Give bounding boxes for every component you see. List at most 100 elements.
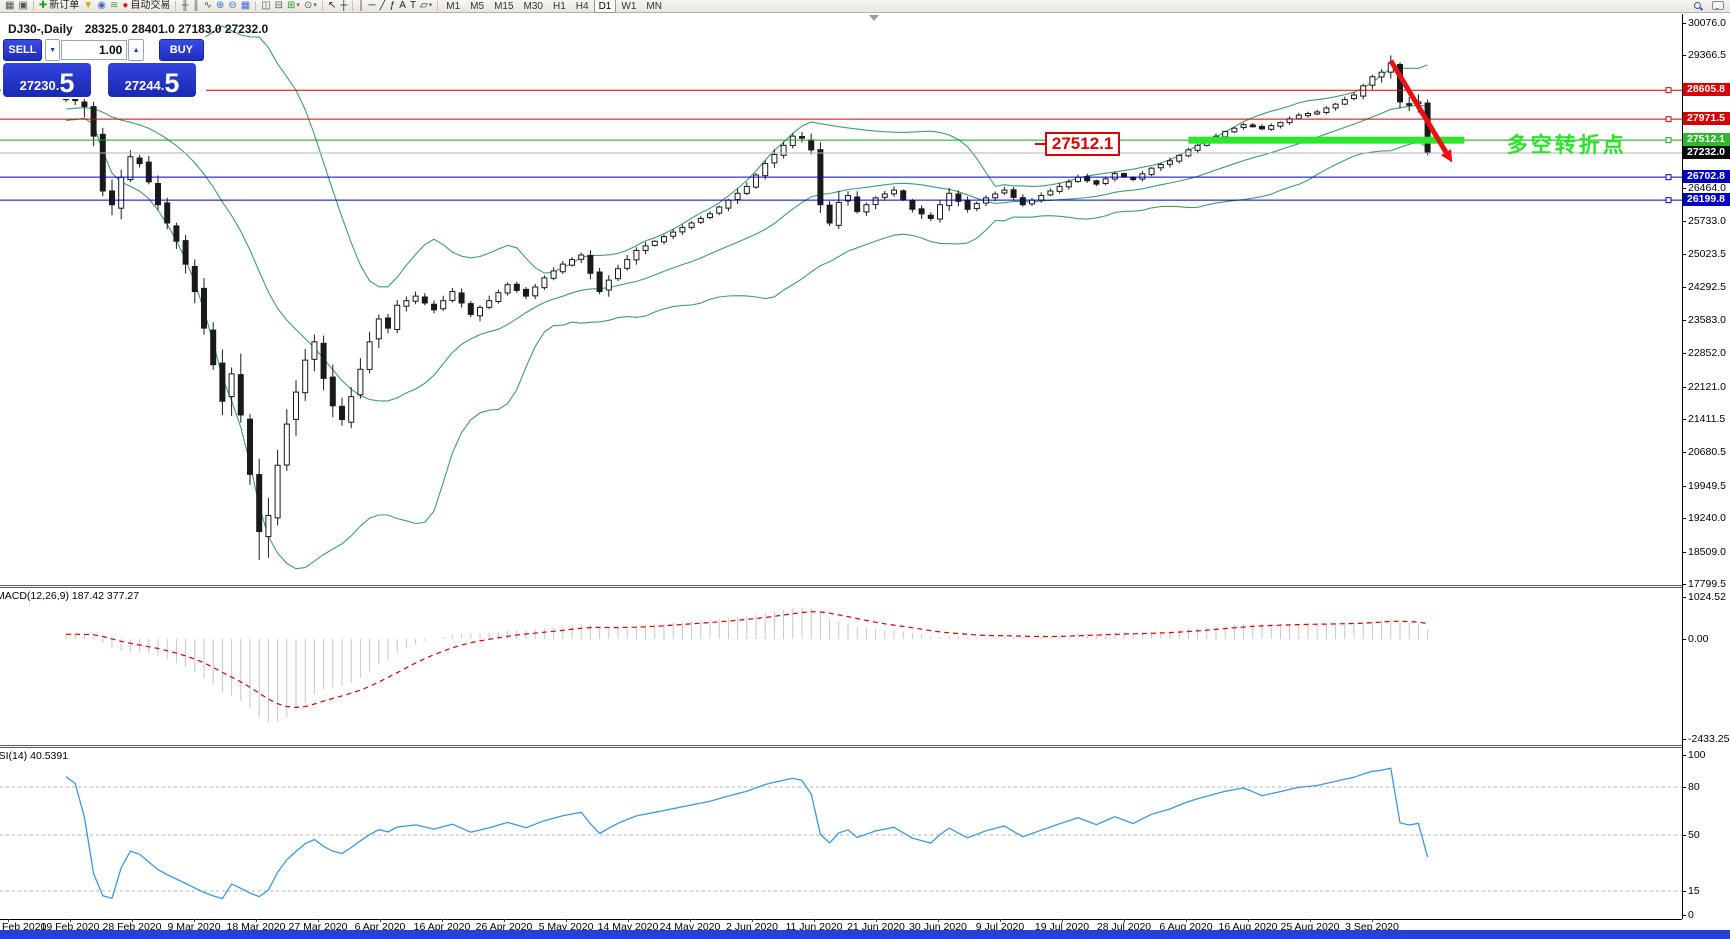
zoom-in-icon[interactable]: ⊕ <box>214 0 226 12</box>
rsi-panel-canvas[interactable] <box>0 748 1730 919</box>
price-tick-mark <box>1682 386 1686 388</box>
timeframe-mn[interactable]: MN <box>646 0 662 12</box>
buy-button[interactable]: BUY <box>158 39 204 61</box>
timeframe-m5[interactable]: M5 <box>470 0 485 12</box>
price-tick: 22121.0 <box>1688 380 1726 393</box>
date-tick-mark <box>1124 919 1125 922</box>
volume-input[interactable] <box>61 40 128 60</box>
date-tick-mark <box>1062 919 1063 922</box>
cascade-windows-icon[interactable]: ◫ <box>259 0 272 12</box>
macd-tick-mark <box>1682 597 1686 598</box>
price-tick: 17799.5 <box>1688 578 1726 591</box>
price-badge: 27232.0 <box>1683 145 1730 159</box>
zoom-out-icon[interactable]: ⊖ <box>226 0 238 12</box>
price-tick-mark <box>1682 353 1686 355</box>
clock-icon[interactable]: ⊙ ▾ <box>302 0 319 12</box>
time-axis[interactable] <box>0 919 1682 920</box>
macd-panel-canvas[interactable] <box>0 588 1730 745</box>
date-tick-mark <box>504 919 505 922</box>
profile-icon[interactable]: ◉ <box>95 0 108 12</box>
new-order-button[interactable]: ✚ 新订单 <box>37 0 81 12</box>
timeframe-m30[interactable]: M30 <box>523 0 543 12</box>
buy-price: 27244. <box>124 78 165 93</box>
shapes-icon-dropdown[interactable]: ▾ <box>428 2 433 9</box>
volume-decrease-button[interactable]: ▼ <box>44 39 61 61</box>
volume-increase-button[interactable]: ▲ <box>128 39 144 61</box>
status-bar <box>0 930 1730 939</box>
chart-ohlc-values: 28325.0 28401.0 27183.0 27232.0 <box>84 22 269 36</box>
toolbar-separator <box>175 1 177 11</box>
timeframe-h1[interactable]: H1 <box>552 0 566 12</box>
timeframe-m1[interactable]: M1 <box>446 0 461 12</box>
cursor-icon[interactable]: ↖ <box>326 0 338 12</box>
arrange-windows-icon: ⊟ <box>274 0 284 11</box>
buy-price-pip: 5 <box>164 68 180 98</box>
main-chart-canvas[interactable] <box>0 14 1730 586</box>
macd-splitter[interactable] <box>0 585 1682 586</box>
macd-axis-tick: -2433.25 <box>1688 733 1730 745</box>
vertical-line-icon[interactable]: │ <box>356 0 366 12</box>
bar-chart-icon[interactable]: ╫ <box>179 0 190 12</box>
top-toolbar: ▦ ▣ ✚ 新订单 ▼ ◉ ≋ ● 自动交易 ╫ ║ ∿ ⊕ ⊖ ▦ ◫ ⊟ ⊞ ▾ ⊙ ▾ ↖ ┼ │ ─ ╱ ƒ A T ▱ ▾ M1 M5… <box>0 0 1730 13</box>
buy-price-box[interactable]: 27244. 5 <box>108 63 196 97</box>
clock-icon-dropdown[interactable]: ▾ <box>313 2 317 9</box>
arrange-windows-icon[interactable]: ⊟ <box>273 0 285 12</box>
text-label-icon[interactable]: T <box>408 0 418 12</box>
candlestick-icon[interactable]: ║ <box>190 0 201 12</box>
price-badge: 27971.5 <box>1683 112 1730 126</box>
new-chart-icon[interactable]: ⊞ ▾ <box>285 0 302 12</box>
sell-price-box[interactable]: 27230. 5 <box>3 63 91 97</box>
text-icon: A <box>399 0 406 11</box>
chat-icon[interactable] <box>1712 1 1724 10</box>
market-watch-icon[interactable]: ▣ <box>16 0 29 12</box>
turning-point-note[interactable]: 多空转折点 <box>1506 133 1627 157</box>
sell-price-pip: 5 <box>59 68 75 98</box>
signal-icon[interactable]: ≋ <box>108 0 120 12</box>
macd-main-value: 187.42 <box>71 590 104 602</box>
shapes-icon[interactable]: ▱ ▾ <box>418 0 434 12</box>
autotrade-button[interactable]: ● 自动交易 <box>120 0 172 12</box>
date-tick-mark <box>814 919 815 922</box>
macd-name: MACD(12,26,9) <box>0 590 69 602</box>
rsi-axis-tick: 50 <box>1688 829 1700 841</box>
horizontal-line-icon[interactable]: ─ <box>367 0 378 12</box>
zoom-in-icon: ⊕ <box>215 0 225 11</box>
sell-button[interactable]: SELL <box>3 39 42 61</box>
date-tick-mark <box>256 919 257 922</box>
timeframe-h4[interactable]: H4 <box>575 0 589 12</box>
macd-tick-mark <box>1682 639 1686 640</box>
toolbar-separator <box>255 1 257 11</box>
price-axis[interactable] <box>1682 14 1683 919</box>
price-callout-label[interactable]: 27512.1 <box>1034 131 1121 156</box>
fibonacci-icon[interactable]: ƒ <box>388 0 398 12</box>
tile-windows-icon[interactable]: ▦ <box>239 0 252 12</box>
macd-axis-tick: 0.00 <box>1688 633 1709 645</box>
line-chart-icon[interactable]: ∿ <box>202 0 214 12</box>
rsi-axis-tick: 80 <box>1688 781 1700 793</box>
funnel-icon[interactable]: ▼ <box>81 0 95 12</box>
search-icon[interactable] <box>1694 1 1702 10</box>
rsi-tick-mark <box>1682 755 1686 756</box>
rsi-tick-mark <box>1682 915 1686 916</box>
rsi-axis-tick: 0 <box>1688 909 1694 921</box>
text-icon[interactable]: A <box>397 0 408 12</box>
rsi-splitter[interactable] <box>0 745 1682 746</box>
crosshair-icon[interactable]: ┼ <box>338 0 349 12</box>
clock-icon: ⊙ <box>303 0 313 11</box>
chart-window-icon: ▦ <box>5 0 15 11</box>
price-tick-mark <box>1682 221 1686 223</box>
rsi-splitter-line <box>0 747 1682 748</box>
new-chart-icon-dropdown[interactable]: ▾ <box>296 2 300 9</box>
timeframe-w1[interactable]: W1 <box>621 0 637 12</box>
chart-window-icon[interactable]: ▦ <box>3 0 16 12</box>
trendline-icon[interactable]: ╱ <box>378 0 388 12</box>
price-tick-mark <box>1682 55 1686 57</box>
sell-price: 27230. <box>19 78 60 93</box>
fibonacci-icon: ƒ <box>389 0 396 11</box>
date-tick-mark <box>1248 919 1249 922</box>
timeframe-d1[interactable]: D1 <box>593 0 617 13</box>
rsi-name: RSI(14) <box>0 750 28 762</box>
price-tick: 30076.0 <box>1688 17 1726 29</box>
price-tick: 26464.0 <box>1688 182 1726 195</box>
timeframe-m15[interactable]: M15 <box>494 0 514 12</box>
